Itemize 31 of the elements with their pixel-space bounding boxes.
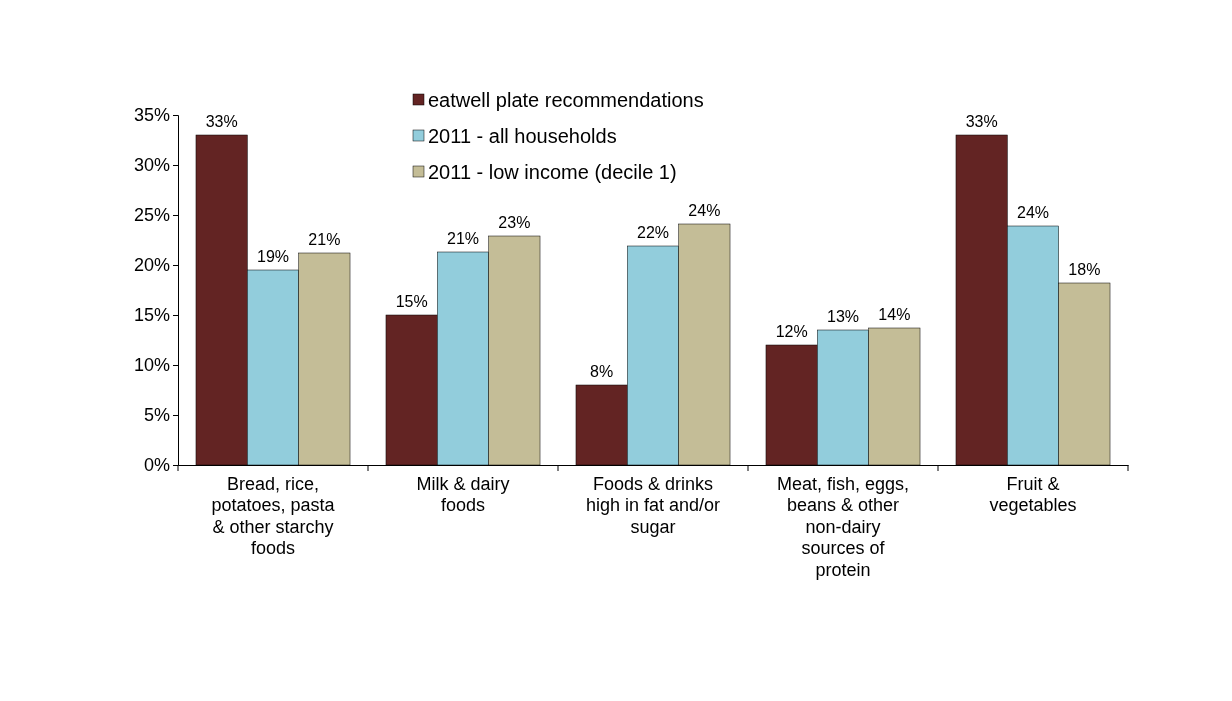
data-label: 8% bbox=[590, 363, 614, 380]
data-label: 22% bbox=[636, 224, 670, 241]
data-label: 19% bbox=[256, 248, 290, 265]
x-tick-label: Bread, rice, potatoes, pasta & other starchy foods bbox=[211, 473, 336, 559]
data-label: 13% bbox=[826, 308, 860, 325]
y-tick-label: 35% bbox=[133, 105, 170, 126]
y-tick-label: 20% bbox=[133, 255, 170, 276]
data-label: 14% bbox=[878, 306, 911, 323]
data-label: 18% bbox=[1068, 261, 1101, 278]
x-tick-label: Meat, fish, eggs, beans & other non-dairy sources of protein bbox=[776, 473, 910, 580]
y-tick-label: 0% bbox=[143, 455, 170, 476]
data-label: 24% bbox=[1016, 204, 1050, 221]
y-tick-label: 10% bbox=[133, 355, 170, 376]
data-label: 23% bbox=[498, 214, 531, 231]
data-label: 21% bbox=[308, 231, 341, 248]
x-tick-label: Fruit & vegetables bbox=[989, 473, 1077, 516]
data-label: 33% bbox=[965, 113, 998, 130]
data-label: 15% bbox=[395, 293, 428, 310]
y-tick-label: 30% bbox=[133, 155, 170, 176]
legend-label: 2011 - low income (decile 1) bbox=[428, 161, 677, 183]
y-tick-label: 15% bbox=[133, 305, 170, 326]
data-label: 21% bbox=[446, 230, 480, 247]
data-label: 24% bbox=[688, 202, 721, 219]
x-tick-label: Milk & dairy foods bbox=[416, 473, 510, 516]
legend-label: eatwell plate recommendations bbox=[428, 89, 704, 111]
legend-label: 2011 - all households bbox=[428, 125, 617, 147]
y-tick-label: 25% bbox=[133, 205, 170, 226]
y-tick-label: 5% bbox=[143, 405, 170, 426]
data-label: 12% bbox=[775, 323, 808, 340]
x-tick-label: Foods & drinks high in fat and/or sugar bbox=[585, 473, 721, 537]
data-label: 33% bbox=[205, 113, 238, 130]
